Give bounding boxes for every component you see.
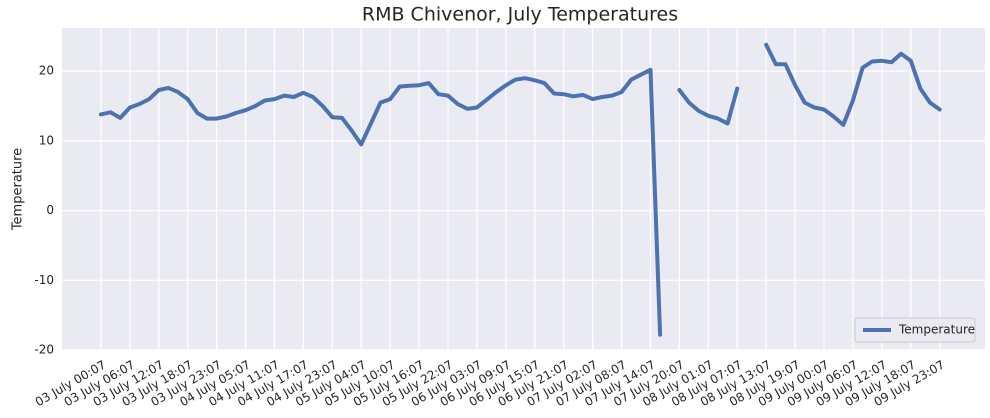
- y-tick-label: 0: [46, 203, 54, 217]
- lines: [98, 42, 942, 337]
- legend-label: Temperature: [898, 323, 975, 337]
- line-series: [98, 42, 942, 337]
- y-tick-label: 10: [39, 133, 54, 147]
- y-tick-label: -10: [34, 273, 54, 287]
- chart-title: RMB Chivenor, July Temperatures: [362, 4, 678, 26]
- legend: Temperature: [854, 317, 976, 343]
- y-axis-label: Temperature: [11, 148, 26, 231]
- y-tick-label: 20: [39, 64, 54, 78]
- plot-area: [62, 28, 985, 350]
- legend-box: [854, 317, 976, 343]
- y-tick-label: -20: [34, 343, 54, 357]
- grid: [62, 28, 985, 351]
